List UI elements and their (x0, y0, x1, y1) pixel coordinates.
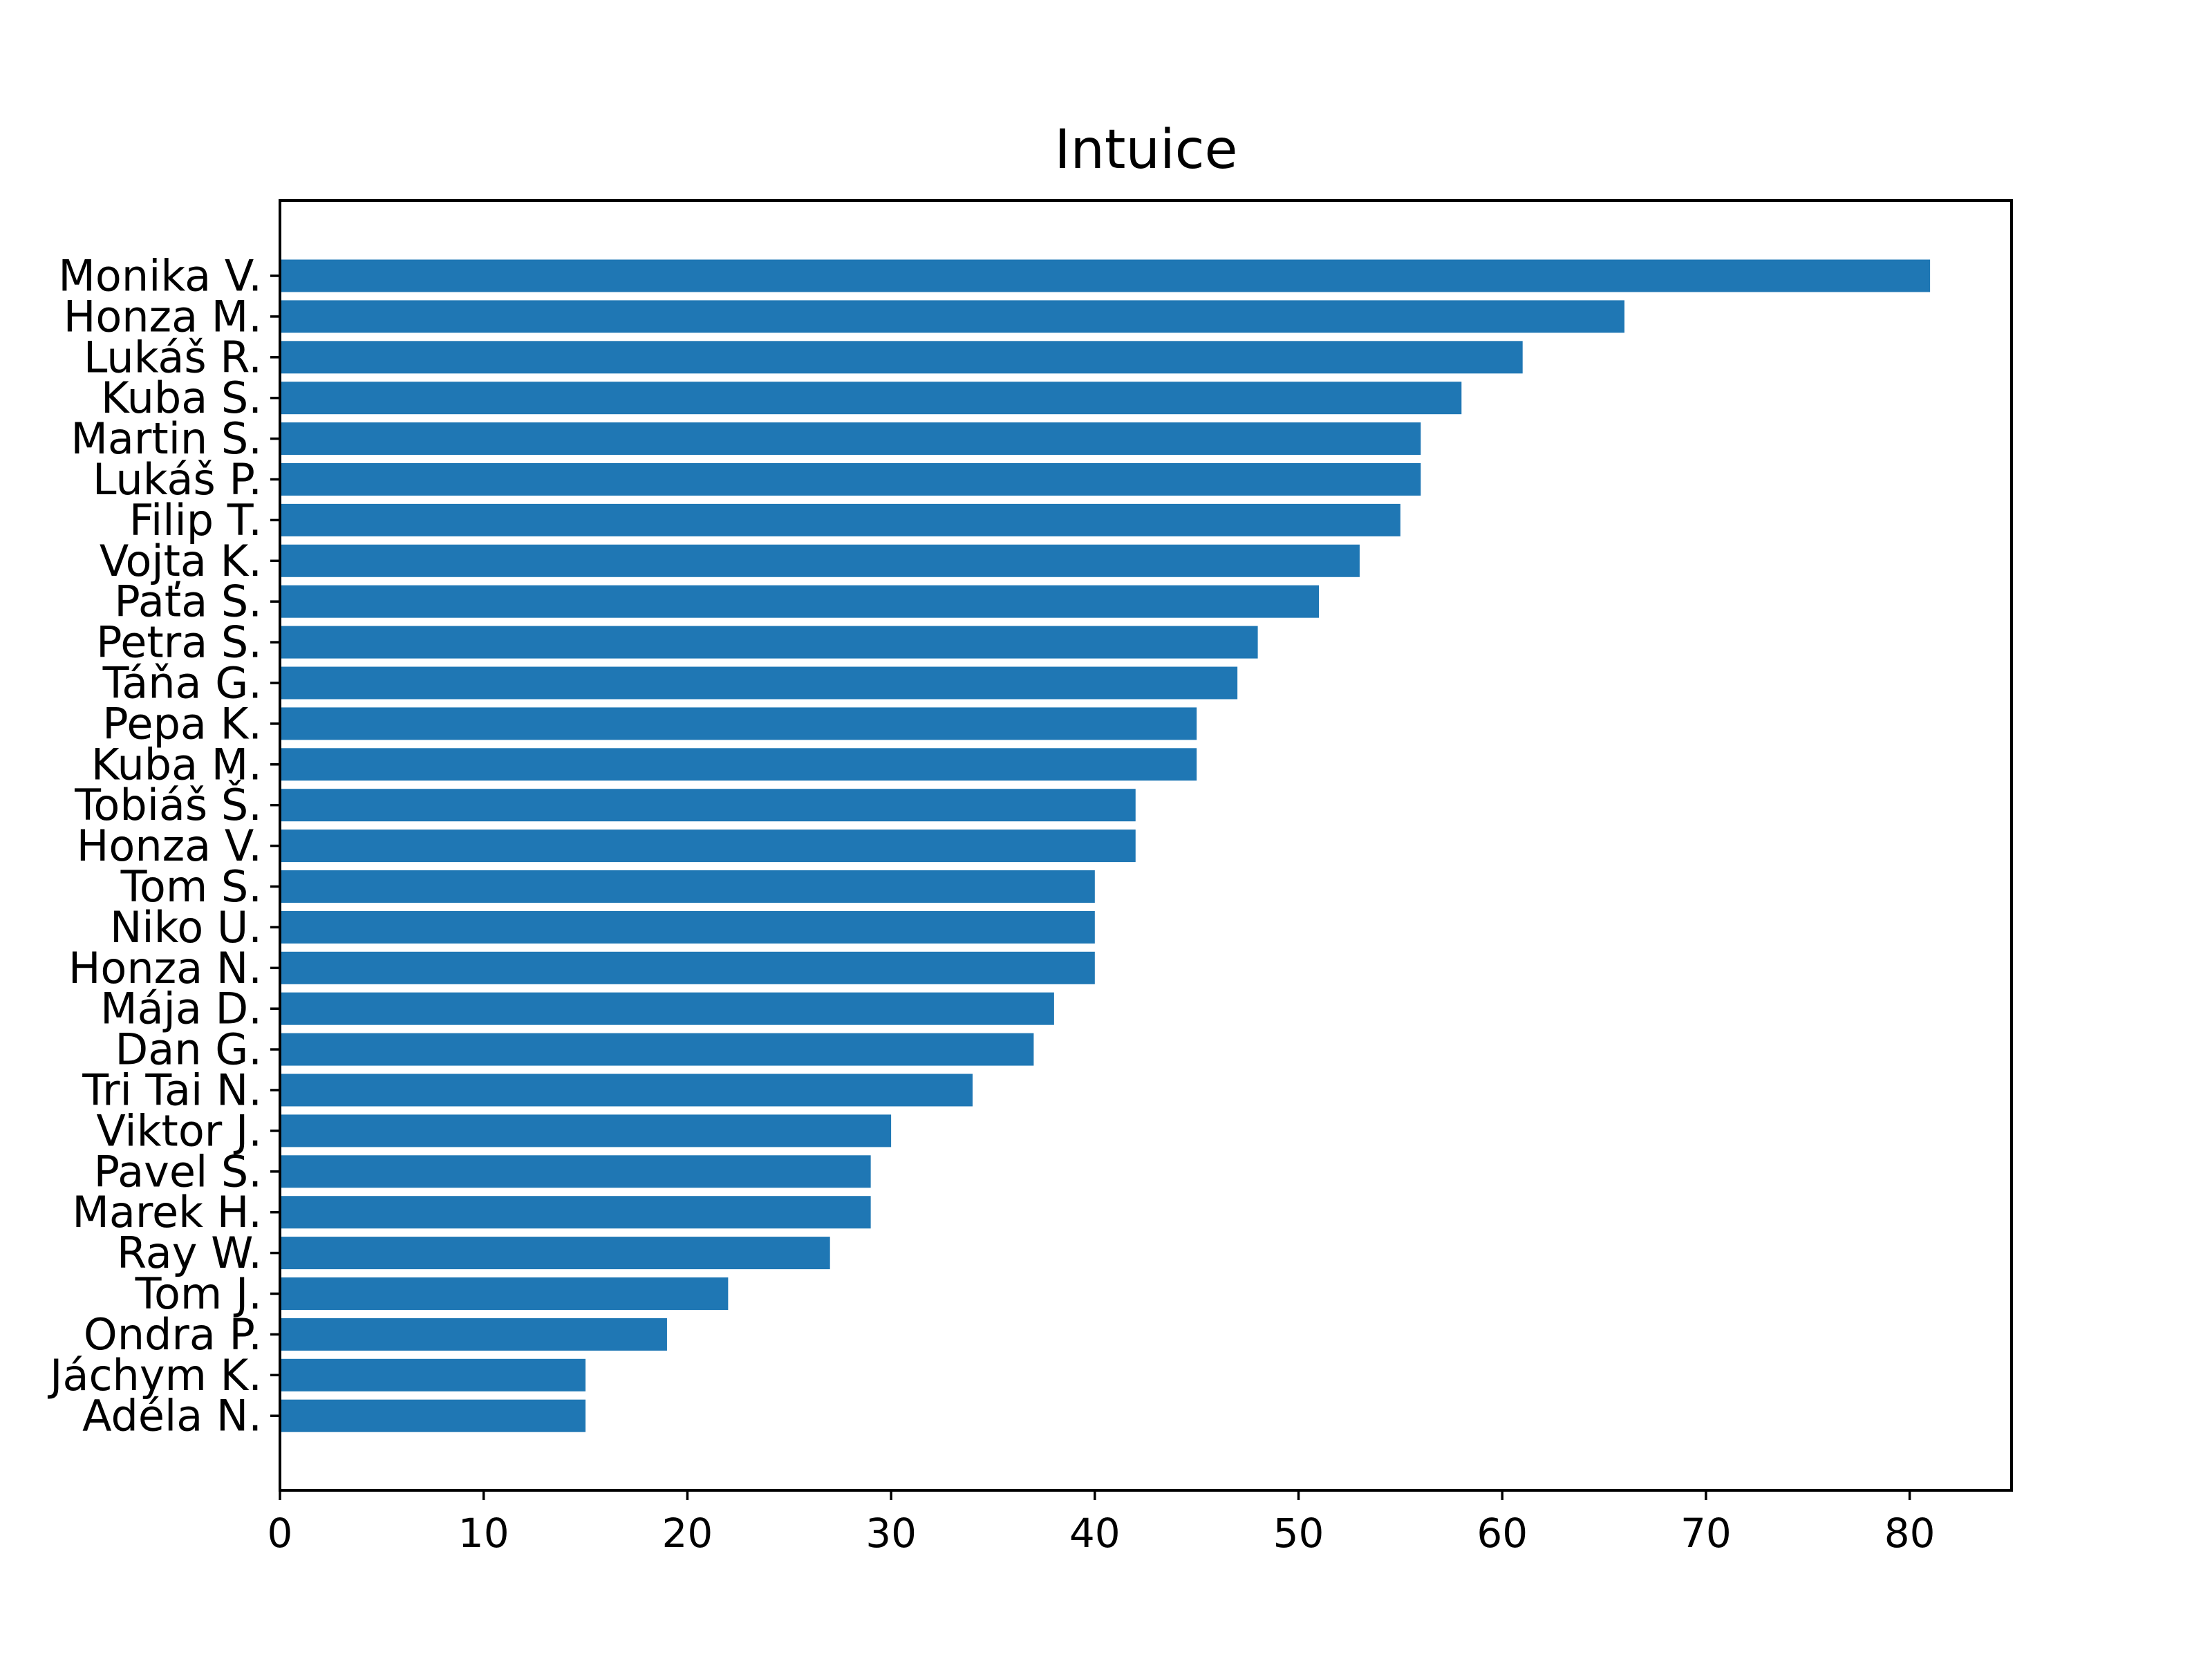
x-tick-label: 70 (1680, 1510, 1732, 1557)
x-axis: 0 10 20 30 40 50 60 70 80 (268, 1490, 1936, 1557)
y-tick-label: Honza N. (68, 943, 262, 993)
x-tick-label: 0 (268, 1510, 293, 1557)
bar (280, 1074, 973, 1107)
y-tick-label: Tom S. (120, 861, 262, 912)
bar (280, 1114, 892, 1147)
y-tick-label: Monika V. (58, 251, 262, 301)
x-tick-label: 10 (458, 1510, 509, 1557)
chart-title: Intuice (1054, 119, 1237, 181)
y-tick-label: Filip T. (129, 495, 262, 545)
bar (280, 1196, 871, 1229)
bar (280, 951, 1095, 984)
y-tick-label: Dan G. (115, 1024, 263, 1075)
bar (280, 422, 1421, 456)
y-tick-label: Táňa G. (102, 658, 262, 709)
y-tick-label: Jáchym K. (47, 1350, 262, 1400)
bar (280, 789, 1136, 822)
y-tick-label: Marek H. (72, 1187, 262, 1237)
bar (280, 910, 1095, 944)
bar (280, 830, 1136, 863)
y-tick-label: Mája D. (100, 984, 262, 1034)
y-tick-label: Adéla N. (82, 1391, 262, 1441)
bars-layer (280, 259, 1931, 1432)
y-tick-label: Tobiáš Š. (74, 780, 262, 830)
y-tick-label: Vojta K. (100, 536, 262, 586)
y-tick-label: Martin S. (71, 413, 262, 464)
y-axis: Monika V.Honza M.Lukáš R.Kuba S.Martin S… (47, 251, 280, 1441)
y-tick-label: Paťa S. (114, 577, 262, 627)
y-tick-label: Lukáš R. (84, 332, 262, 382)
y-tick-label: Honza V. (77, 821, 262, 871)
bar (280, 1237, 830, 1270)
x-tick-label: 30 (865, 1510, 917, 1557)
bar (280, 707, 1197, 740)
bar (280, 1277, 729, 1310)
bar (280, 1155, 871, 1188)
plot-frame (279, 199, 2013, 1492)
bar (280, 300, 1625, 333)
x-tick-label: 60 (1477, 1510, 1528, 1557)
bar (280, 1358, 586, 1391)
y-tick-label: Honza M. (64, 291, 262, 341)
y-tick-label: Kuba S. (101, 373, 262, 423)
y-tick-label: Viktor J. (96, 1105, 262, 1156)
y-tick-label: Petra S. (96, 617, 262, 668)
y-tick-label: Pepa K. (102, 698, 262, 749)
y-tick-label: Niko U. (110, 902, 262, 953)
bar (280, 382, 1462, 415)
x-tick-label: 40 (1069, 1510, 1121, 1557)
y-tick-label: Kuba M. (91, 739, 262, 789)
bar (280, 463, 1421, 496)
bar (280, 626, 1258, 659)
y-tick-label: Pavel S. (94, 1146, 262, 1197)
bar (280, 1318, 667, 1351)
y-tick-label: Ray W. (117, 1228, 262, 1278)
x-tick-label: 80 (1884, 1510, 1936, 1557)
bar (280, 870, 1095, 903)
bar (280, 544, 1360, 577)
y-tick-label: Ondra P. (84, 1309, 262, 1360)
y-tick-label: Lukáš P. (93, 454, 262, 505)
x-tick-label: 50 (1273, 1510, 1324, 1557)
bar (280, 503, 1400, 536)
y-tick-label: Tri Tai N. (82, 1065, 262, 1116)
bar (280, 1399, 586, 1432)
bar (280, 1033, 1034, 1066)
y-tick-label: Tom J. (135, 1268, 262, 1319)
bar (280, 341, 1523, 374)
bar (280, 259, 1931, 292)
bar (280, 585, 1319, 618)
x-tick-label: 20 (662, 1510, 713, 1557)
bar (280, 748, 1197, 781)
bar (280, 666, 1238, 700)
bar (280, 992, 1054, 1025)
